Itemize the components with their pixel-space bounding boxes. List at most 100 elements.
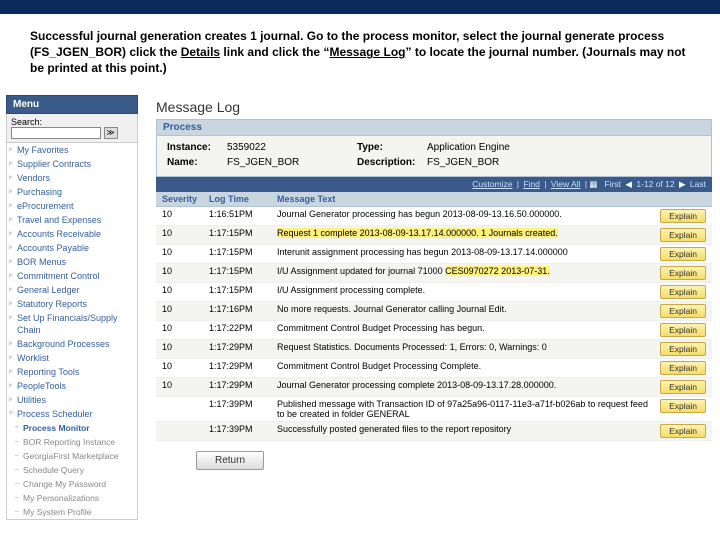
- nav-subitem[interactable]: My System Profile: [13, 505, 137, 519]
- explain-button[interactable]: Explain: [660, 342, 706, 356]
- explain-button[interactable]: Explain: [660, 424, 706, 438]
- cell-action: Explain: [654, 282, 712, 301]
- cell-severity: 10: [156, 320, 203, 339]
- cell-action: Explain: [654, 263, 712, 282]
- nav-item[interactable]: Statutory Reports: [7, 297, 137, 311]
- nav-item[interactable]: Vendors: [7, 171, 137, 185]
- nav-item[interactable]: Commitment Control: [7, 269, 137, 283]
- explain-button[interactable]: Explain: [660, 399, 706, 413]
- table-row: 101:17:29PMJournal Generator processing …: [156, 377, 712, 396]
- nav-item-process-scheduler[interactable]: Process Scheduler: [7, 407, 137, 421]
- cell-message: Request Statistics. Documents Processed:…: [271, 339, 654, 358]
- nav-subitem[interactable]: BOR Reporting Instance: [13, 435, 137, 449]
- cell-message: Commitment Control Budget Processing has…: [271, 320, 654, 339]
- cell-time: 1:17:15PM: [203, 282, 271, 301]
- explain-button[interactable]: Explain: [660, 209, 706, 223]
- nav-item[interactable]: PeopleTools: [7, 379, 137, 393]
- download-icon[interactable]: ▦: [589, 179, 597, 189]
- search-go-button[interactable]: ≫: [104, 127, 118, 139]
- col-severity: Severity: [156, 192, 203, 207]
- explain-button[interactable]: Explain: [660, 361, 706, 375]
- nav-subitem[interactable]: Process Monitor: [13, 421, 137, 435]
- cell-action: Explain: [654, 358, 712, 377]
- cell-severity: 10: [156, 206, 203, 225]
- explain-button[interactable]: Explain: [660, 285, 706, 299]
- top-accent-bar: [0, 0, 720, 14]
- cell-message: No more requests. Journal Generator call…: [271, 301, 654, 320]
- cell-time: 1:17:22PM: [203, 320, 271, 339]
- cell-action: Explain: [654, 206, 712, 225]
- cell-severity: 10: [156, 244, 203, 263]
- name-label: Name:: [167, 157, 227, 168]
- nav-subitem[interactable]: My Personalizations: [13, 491, 137, 505]
- nav-item[interactable]: Utilities: [7, 393, 137, 407]
- nav-subitem[interactable]: GeorgiaFirst Marketplace: [13, 449, 137, 463]
- cell-severity: 10: [156, 339, 203, 358]
- customize-link[interactable]: Customize: [472, 179, 512, 189]
- table-row: 101:17:29PMRequest Statistics. Documents…: [156, 339, 712, 358]
- cell-severity: 10: [156, 225, 203, 244]
- desc-value: FS_JGEN_BOR: [427, 157, 701, 168]
- nav-item[interactable]: BOR Menus: [7, 255, 137, 269]
- cell-message: Interunit assignment processing has begu…: [271, 244, 654, 263]
- nav-item[interactable]: eProcurement: [7, 199, 137, 213]
- range-label: 1-12 of 12: [636, 179, 674, 189]
- table-toolbar: Customize | Find | View All | ▦ First ◀ …: [156, 177, 712, 192]
- cell-severity: 10: [156, 263, 203, 282]
- find-link[interactable]: Find: [523, 179, 540, 189]
- return-button[interactable]: Return: [196, 451, 264, 470]
- name-value: FS_JGEN_BOR: [227, 157, 357, 168]
- nav-item[interactable]: My Favorites: [7, 143, 137, 157]
- nav-item[interactable]: Supplier Contracts: [7, 157, 137, 171]
- last-label[interactable]: Last: [690, 179, 706, 189]
- table-row: 101:17:16PMNo more requests. Journal Gen…: [156, 301, 712, 320]
- nav-item[interactable]: Accounts Receivable: [7, 227, 137, 241]
- explain-button[interactable]: Explain: [660, 304, 706, 318]
- process-header: Process: [157, 120, 711, 136]
- explain-button[interactable]: Explain: [660, 380, 706, 394]
- table-row: 101:17:15PMRequest 1 complete 2013-08-09…: [156, 225, 712, 244]
- explain-button[interactable]: Explain: [660, 247, 706, 261]
- cell-severity: [156, 421, 203, 440]
- explain-button[interactable]: Explain: [660, 228, 706, 242]
- instruction-text: Successful journal generation creates 1 …: [0, 14, 720, 95]
- nav-item[interactable]: Purchasing: [7, 185, 137, 199]
- nav-item[interactable]: Travel and Expenses: [7, 213, 137, 227]
- col-action: [654, 192, 712, 207]
- nav-subitem[interactable]: Change My Password: [13, 477, 137, 491]
- cell-message: Request 1 complete 2013-08-09-13.17.14.0…: [271, 225, 654, 244]
- table-row: 101:17:15PMI/U Assignment processing com…: [156, 282, 712, 301]
- nav-subitem[interactable]: Schedule Query: [13, 463, 137, 477]
- cell-action: Explain: [654, 301, 712, 320]
- cell-message: I/U Assignment updated for journal 71000…: [271, 263, 654, 282]
- nav-item[interactable]: Background Processes: [7, 337, 137, 351]
- first-label[interactable]: First: [605, 179, 622, 189]
- table-row: 101:17:15PMI/U Assignment updated for jo…: [156, 263, 712, 282]
- cell-action: Explain: [654, 320, 712, 339]
- cell-time: 1:17:39PM: [203, 421, 271, 440]
- next-icon[interactable]: ▶: [679, 179, 686, 189]
- nav-item[interactable]: Reporting Tools: [7, 365, 137, 379]
- search-input[interactable]: [11, 127, 101, 139]
- cell-time: 1:17:29PM: [203, 377, 271, 396]
- table-row: 1:17:39PMPublished message with Transact…: [156, 396, 712, 421]
- cell-message: Journal Generator processing complete 20…: [271, 377, 654, 396]
- nav-item[interactable]: Worklist: [7, 351, 137, 365]
- desc-label: Description:: [357, 157, 427, 168]
- nav-item[interactable]: General Ledger: [7, 283, 137, 297]
- cell-message: I/U Assignment processing complete.: [271, 282, 654, 301]
- cell-message: Journal Generator processing has begun 2…: [271, 206, 654, 225]
- cell-action: Explain: [654, 225, 712, 244]
- viewall-link[interactable]: View All: [551, 179, 581, 189]
- cell-time: 1:17:15PM: [203, 225, 271, 244]
- instance-value: 5359022: [227, 142, 357, 153]
- explain-button[interactable]: Explain: [660, 323, 706, 337]
- search-label: Search:: [11, 117, 42, 127]
- cell-severity: 10: [156, 358, 203, 377]
- col-message: Message Text: [271, 192, 654, 207]
- nav-item[interactable]: Accounts Payable: [7, 241, 137, 255]
- prev-icon[interactable]: ◀: [625, 179, 632, 189]
- explain-button[interactable]: Explain: [660, 266, 706, 280]
- nav-item[interactable]: Set Up Financials/Supply Chain: [7, 311, 137, 337]
- cell-action: Explain: [654, 396, 712, 421]
